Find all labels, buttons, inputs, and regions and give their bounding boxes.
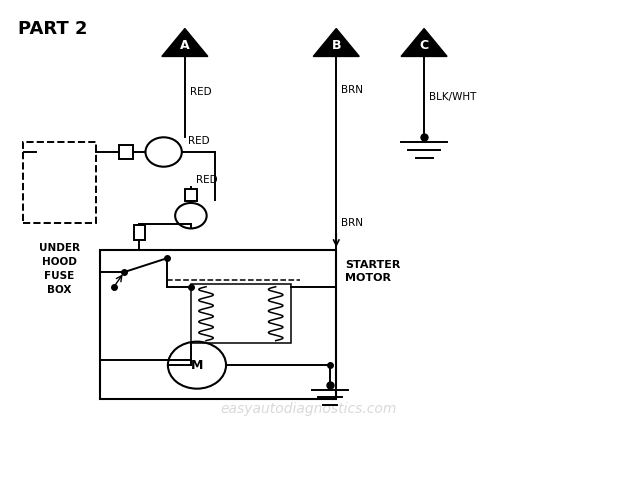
Text: RED: RED [188,136,210,146]
Bar [191,284,291,343]
Text: B: B [331,39,341,52]
Bar [185,188,197,201]
Bar [134,225,145,240]
Bar [23,142,96,223]
Text: M: M [191,358,203,372]
Text: RED: RED [190,87,211,97]
Text: STARTER
MOTOR: STARTER MOTOR [345,260,400,283]
Text: PART 2: PART 2 [19,20,88,38]
Polygon shape [401,28,447,56]
Text: RED: RED [196,175,218,185]
Text: A: A [180,39,190,52]
Text: BRN: BRN [341,84,363,94]
Text: C: C [420,39,429,52]
Text: BLK/WHT: BLK/WHT [429,92,476,102]
Bar [100,250,336,400]
Bar [119,145,133,159]
Text: UNDER
HOOD
FUSE
BOX: UNDER HOOD FUSE BOX [39,242,80,294]
Text: easyautodiagnostics.com: easyautodiagnostics.com [221,402,397,416]
Text: BRN: BRN [341,218,363,228]
Polygon shape [313,28,359,56]
Polygon shape [162,28,208,56]
